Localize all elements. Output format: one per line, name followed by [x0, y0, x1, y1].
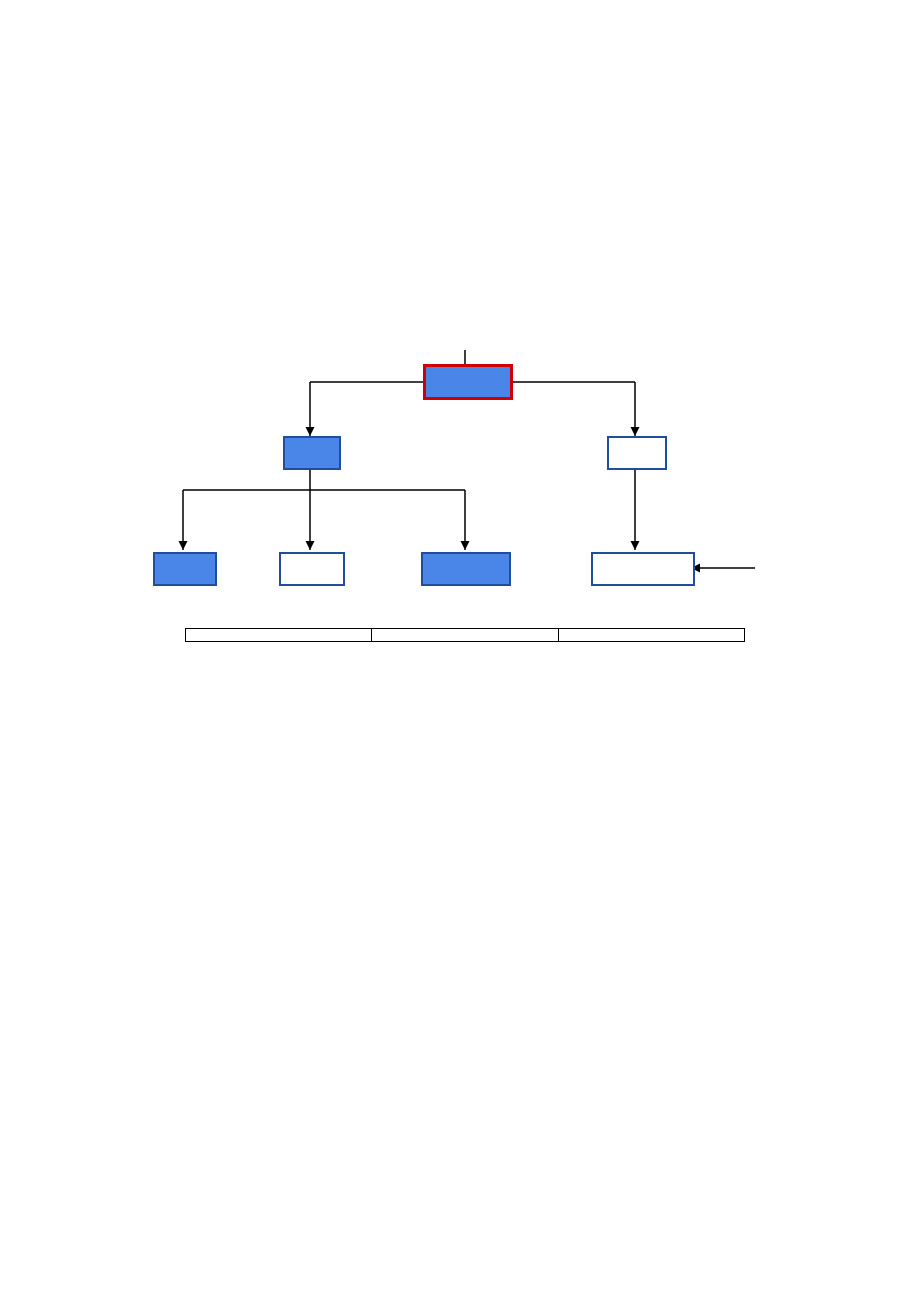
th-sem2	[558, 629, 744, 642]
node-object	[153, 552, 217, 586]
th-sem1	[372, 629, 558, 642]
node-mech-motion	[591, 552, 695, 586]
relation-table	[185, 628, 745, 642]
concept-diagram	[135, 350, 795, 610]
node-root	[423, 364, 513, 400]
node-matter	[283, 436, 341, 470]
th-blank	[186, 629, 372, 642]
basic-info-scatter	[110, 90, 820, 350]
node-material	[279, 552, 345, 586]
node-motion	[607, 436, 667, 470]
table-head-row	[186, 629, 745, 642]
node-water-air	[421, 552, 511, 586]
